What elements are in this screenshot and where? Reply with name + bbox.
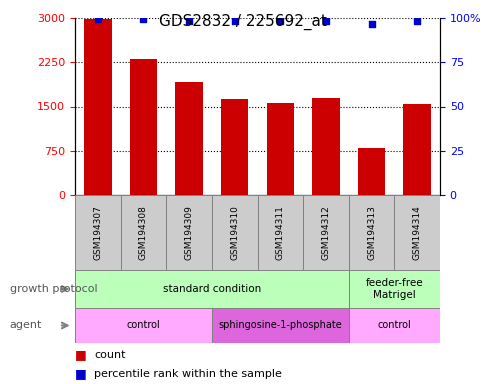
Bar	[403, 104, 430, 195]
Text: standard condition: standard condition	[163, 284, 260, 294]
Bar	[130, 59, 157, 195]
Text: GSM194308: GSM194308	[138, 205, 148, 260]
Point	[367, 21, 375, 27]
Point	[94, 16, 102, 22]
Point	[230, 18, 238, 24]
Text: GDS2832 / 225692_at: GDS2832 / 225692_at	[158, 13, 326, 30]
Point	[185, 18, 193, 24]
Text: growth protocol: growth protocol	[10, 284, 97, 294]
Bar	[393, 195, 439, 270]
Text: sphingosine-1-phosphate: sphingosine-1-phosphate	[218, 321, 342, 331]
Bar	[75, 270, 348, 308]
Bar	[348, 270, 439, 308]
Bar	[175, 82, 202, 195]
Bar	[121, 195, 166, 270]
Text: feeder-free
Matrigel: feeder-free Matrigel	[365, 278, 423, 300]
Point	[321, 18, 329, 24]
Point	[139, 16, 147, 22]
Text: count: count	[94, 349, 126, 359]
Bar	[166, 195, 212, 270]
Text: GSM194310: GSM194310	[230, 205, 239, 260]
Text: ■: ■	[75, 367, 87, 380]
Bar	[266, 103, 293, 195]
Bar	[257, 195, 302, 270]
Bar	[357, 148, 384, 195]
Bar	[348, 308, 439, 343]
Text: ■: ■	[75, 348, 87, 361]
Text: GSM194311: GSM194311	[275, 205, 284, 260]
Text: GSM194314: GSM194314	[412, 205, 421, 260]
Bar	[75, 308, 212, 343]
Text: control: control	[126, 321, 160, 331]
Bar	[212, 308, 348, 343]
Text: percentile rank within the sample: percentile rank within the sample	[94, 369, 282, 379]
Text: GSM194312: GSM194312	[321, 205, 330, 260]
Bar	[302, 195, 348, 270]
Bar	[212, 195, 257, 270]
Text: control: control	[377, 321, 410, 331]
Bar	[84, 19, 111, 195]
Point	[412, 18, 420, 24]
Bar	[75, 195, 121, 270]
Bar	[348, 195, 393, 270]
Text: GSM194309: GSM194309	[184, 205, 193, 260]
Text: agent: agent	[10, 321, 42, 331]
Point	[276, 18, 284, 24]
Bar	[221, 99, 248, 195]
Text: GSM194313: GSM194313	[366, 205, 375, 260]
Bar	[312, 98, 339, 195]
Text: GSM194307: GSM194307	[93, 205, 102, 260]
